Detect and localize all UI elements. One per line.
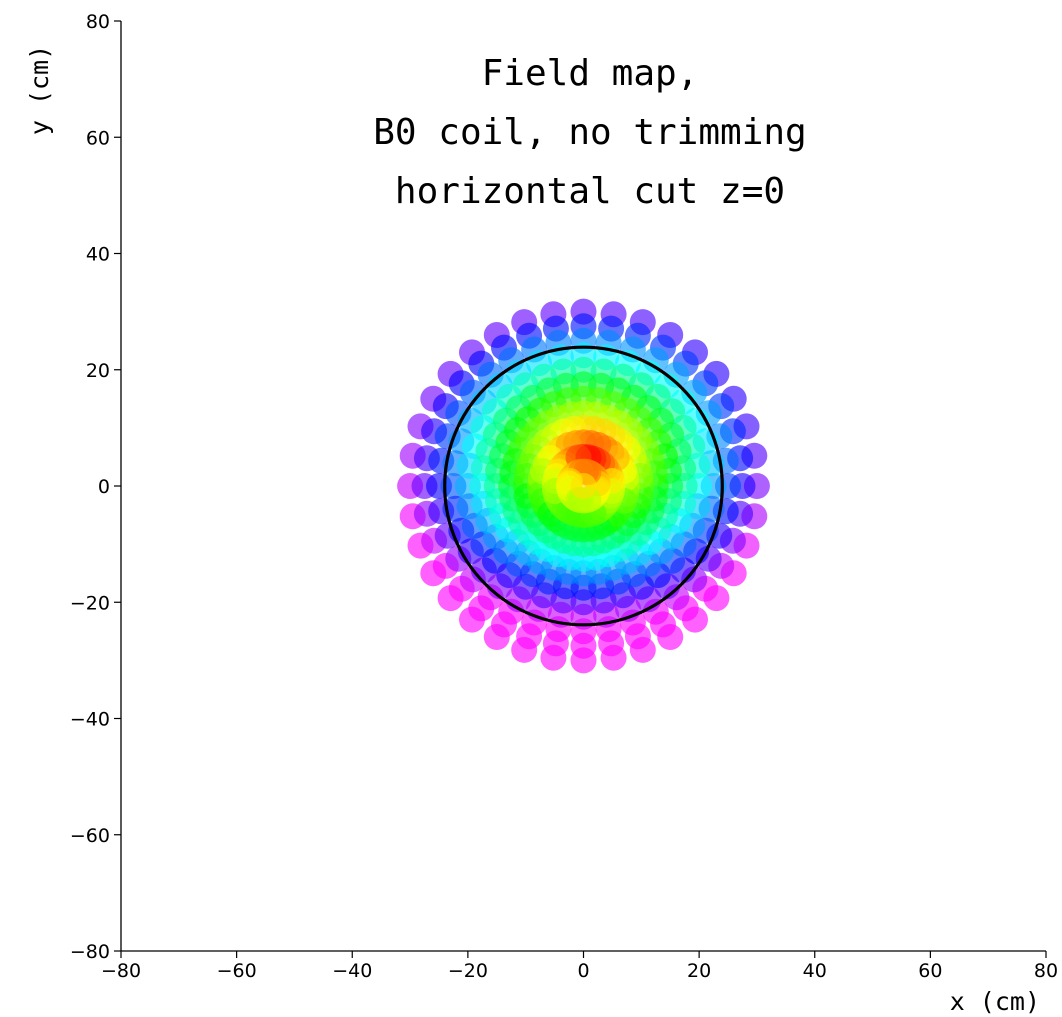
x-axis-label: x (cm): [950, 987, 1040, 1016]
chart-title-line-3: horizontal cut z=0: [395, 171, 785, 212]
scatter-point: [570, 473, 597, 499]
scatter-points: [397, 298, 770, 674]
y-tick-label: 0: [98, 476, 110, 498]
y-tick-label: 20: [86, 360, 110, 382]
y-axis-ticks: −80 −60 −40 −20 0 20 40 60 80: [70, 11, 121, 963]
y-axis-label: y (cm): [25, 45, 54, 135]
reference-circle-layer: [443, 345, 724, 627]
x-axis-ticks: −80 −60 −40 −20 0 20 40 60 80: [101, 951, 1058, 982]
x-tick-label: −80: [101, 960, 141, 982]
x-tick-label: 80: [1034, 960, 1058, 982]
y-tick-label: 60: [86, 127, 110, 149]
y-tick-label: −80: [70, 941, 110, 963]
x-tick-label: 20: [687, 960, 711, 982]
x-tick-label: −40: [332, 960, 372, 982]
x-tick-label: 60: [918, 960, 942, 982]
y-tick-label: −20: [70, 592, 110, 614]
y-tick-label: −40: [70, 709, 110, 731]
x-tick-label: −20: [448, 960, 488, 982]
x-tick-label: −60: [217, 960, 257, 982]
chart-title-line-1: Field map,: [482, 53, 699, 94]
chart-title-line-2: B0 coil, no trimming: [373, 112, 806, 153]
y-tick-label: 40: [86, 244, 110, 266]
x-tick-label: 40: [803, 960, 827, 982]
y-tick-label: −60: [70, 825, 110, 847]
y-tick-label: 80: [86, 11, 110, 33]
x-tick-label: 0: [577, 960, 589, 982]
reference-circle: [443, 345, 724, 627]
